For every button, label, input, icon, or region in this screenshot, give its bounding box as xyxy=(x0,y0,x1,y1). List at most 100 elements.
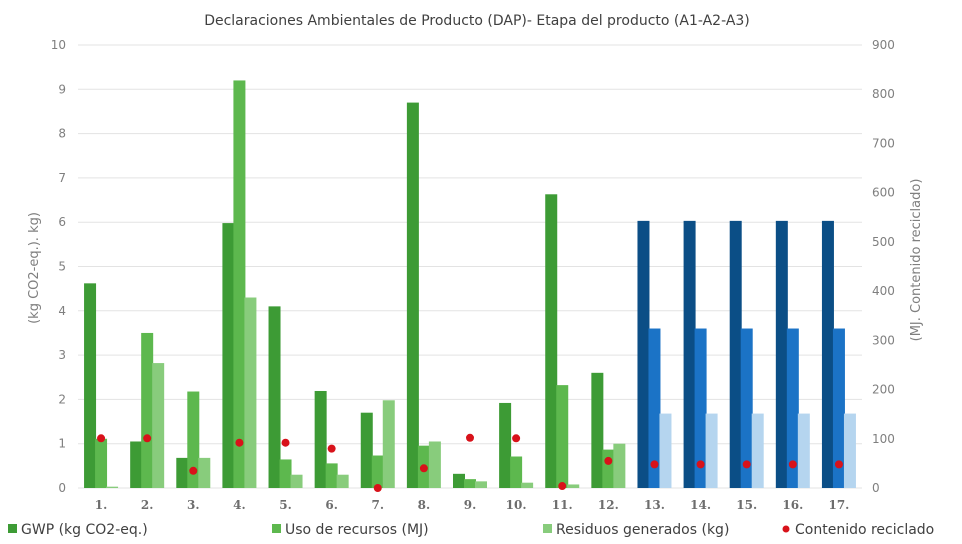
bar-residuos xyxy=(475,481,487,488)
recycled-content-point xyxy=(512,434,521,443)
x-category-label: 1. xyxy=(95,498,108,512)
recycled-content-point xyxy=(558,482,567,491)
bar-uso-recursos xyxy=(510,456,523,488)
bar-gwp xyxy=(683,220,696,488)
x-category-label: 14. xyxy=(690,498,711,512)
bar-gwp xyxy=(591,372,604,488)
bar-residuos xyxy=(521,482,534,488)
y-right-tick-label: 300 xyxy=(872,333,895,347)
bar-uso-recursos xyxy=(740,328,753,488)
x-category-label: 17. xyxy=(828,498,849,512)
bar-gwp xyxy=(729,220,742,488)
recycled-content-point xyxy=(189,466,198,475)
bars xyxy=(84,80,856,488)
recycled-content-point xyxy=(97,434,106,443)
recycled-content-point xyxy=(650,460,659,469)
y-left-tick-label: 2 xyxy=(58,392,66,406)
bar-uso-recursos xyxy=(187,391,200,488)
bar-residuos xyxy=(382,400,395,488)
y-right-tick-label: 500 xyxy=(872,235,895,249)
legend-contenido-reciclado-label: Contenido reciclado xyxy=(795,522,934,538)
bar-gwp xyxy=(406,102,419,488)
y-left-tick-label: 0 xyxy=(58,481,66,495)
bar-gwp xyxy=(268,306,281,488)
bar-uso-recursos xyxy=(694,328,707,488)
bar-residuos xyxy=(290,474,303,488)
bar-uso-recursos xyxy=(371,455,384,488)
bar-uso-recursos xyxy=(832,328,845,488)
recycled-content-point xyxy=(696,460,705,469)
recycled-content-points xyxy=(97,433,843,492)
bar-gwp xyxy=(360,412,373,488)
x-category-label: 9. xyxy=(464,498,477,512)
legend-contenido-reciclado-swatch xyxy=(782,525,790,533)
y-axis-right-title: (MJ. Contenido reciclado) xyxy=(909,179,924,342)
legend-uso-recursos-swatch xyxy=(272,524,281,533)
y-left-tick-label: 3 xyxy=(58,348,66,362)
legend-gwp-swatch xyxy=(8,524,17,533)
x-category-label: 15. xyxy=(736,498,757,512)
legend-gwp-label: GWP (kg CO2-eq.) xyxy=(21,522,148,538)
bar-residuos xyxy=(198,457,211,488)
recycled-content-point xyxy=(235,438,244,447)
axis-ticks: 0123456789100100200300400500600700800900… xyxy=(51,38,895,512)
legend-residuos-label: Residuos generados (kg) xyxy=(556,522,729,538)
bar-residuos xyxy=(843,413,856,488)
x-category-label: 6. xyxy=(325,498,338,512)
y-axis-left-title: (kg CO2-eq.). kg) xyxy=(27,212,42,324)
y-left-tick-label: 5 xyxy=(58,260,66,274)
recycled-content-point xyxy=(281,438,290,447)
bar-residuos xyxy=(244,297,257,488)
legend-uso-recursos-label: Uso de recursos (MJ) xyxy=(285,522,429,538)
recycled-content-point xyxy=(143,434,152,443)
bar-gwp xyxy=(130,441,143,488)
bar-residuos xyxy=(152,363,165,488)
bar-uso-recursos xyxy=(233,80,246,488)
y-left-tick-label: 10 xyxy=(51,38,66,52)
y-right-tick-label: 0 xyxy=(872,481,880,495)
x-category-label: 16. xyxy=(782,498,803,512)
y-left-tick-label: 8 xyxy=(58,127,66,141)
bar-residuos xyxy=(613,443,626,488)
y-right-tick-label: 700 xyxy=(872,136,895,150)
legend-residuos-swatch xyxy=(543,524,552,533)
y-left-tick-label: 4 xyxy=(58,304,66,318)
recycled-content-point xyxy=(373,484,382,492)
chart-title: Declaraciones Ambientales de Producto (D… xyxy=(204,13,750,29)
x-category-label: 3. xyxy=(187,498,200,512)
bar-gwp xyxy=(84,283,97,488)
x-category-label: 13. xyxy=(644,498,665,512)
bar-uso-recursos xyxy=(325,463,338,488)
recycled-content-point xyxy=(834,460,843,469)
bar-uso-recursos xyxy=(464,479,476,488)
recycled-content-point xyxy=(466,433,474,442)
bar-residuos xyxy=(106,486,119,488)
bar-residuos xyxy=(336,474,349,488)
gridlines xyxy=(78,44,862,489)
y-right-tick-label: 800 xyxy=(872,87,895,101)
bar-residuos xyxy=(567,484,580,488)
bar-gwp xyxy=(176,457,189,488)
x-category-label: 8. xyxy=(418,498,431,512)
y-right-tick-label: 100 xyxy=(872,432,895,446)
legend: GWP (kg CO2-eq.) Uso de recursos (MJ) Resi… xyxy=(8,522,934,538)
y-left-tick-label: 1 xyxy=(58,437,66,451)
bar-gwp xyxy=(637,220,650,488)
bar-gwp xyxy=(775,220,788,488)
bar-gwp xyxy=(499,402,512,488)
x-category-label: 4. xyxy=(233,498,246,512)
x-category-label: 2. xyxy=(141,498,154,512)
bar-uso-recursos xyxy=(279,459,292,488)
y-left-tick-label: 7 xyxy=(58,171,66,185)
x-category-label: 7. xyxy=(371,498,384,512)
bar-gwp xyxy=(222,223,235,488)
bar-gwp xyxy=(314,390,327,488)
x-category-label: 11. xyxy=(552,498,573,512)
bar-uso-recursos xyxy=(602,449,615,488)
x-category-label: 10. xyxy=(506,498,527,512)
bar-residuos xyxy=(705,413,718,488)
bar-gwp xyxy=(821,220,834,488)
y-right-tick-label: 400 xyxy=(872,284,895,298)
x-category-label: 12. xyxy=(598,498,619,512)
